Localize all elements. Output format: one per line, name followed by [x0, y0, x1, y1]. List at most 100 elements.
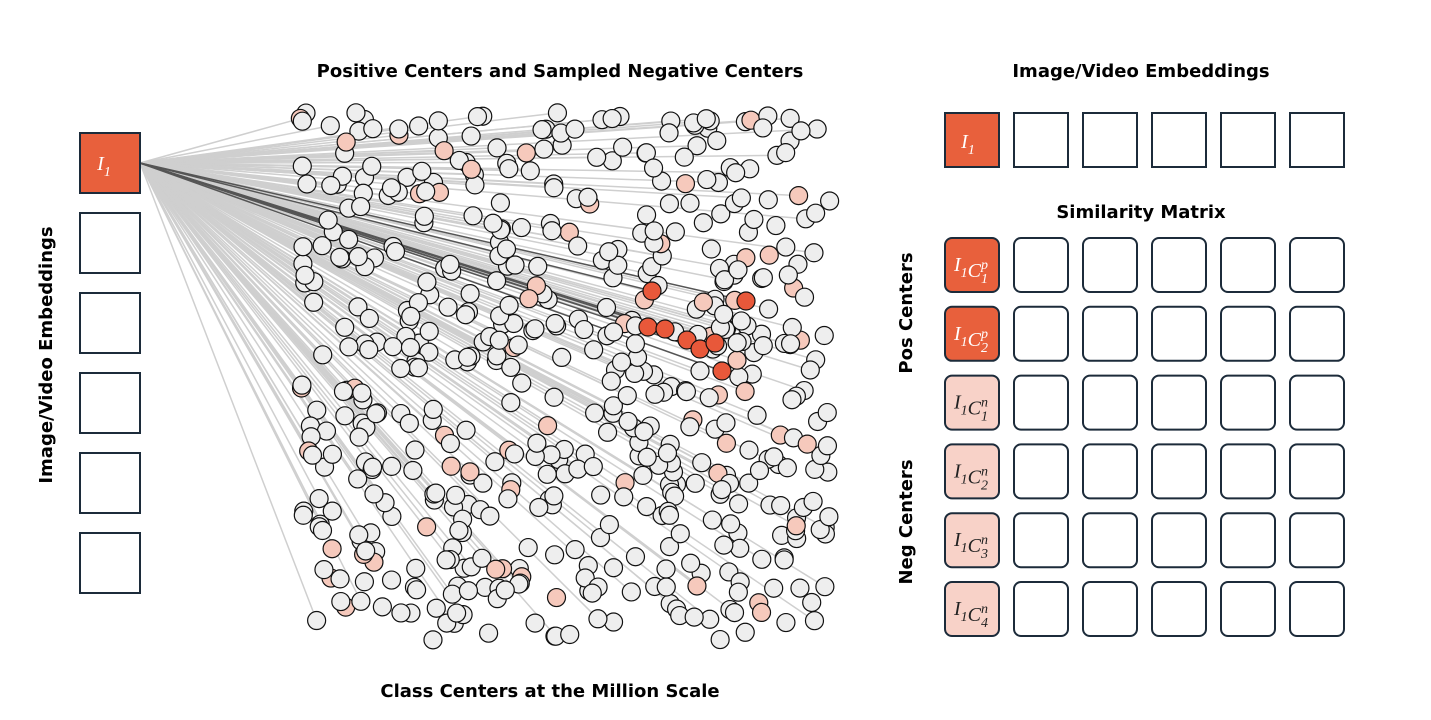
class-center — [804, 611, 825, 631]
negative-center — [687, 576, 707, 596]
class-center — [408, 358, 429, 378]
negative-center — [537, 416, 558, 436]
class-center — [349, 525, 369, 545]
subscript: 1 — [981, 410, 988, 425]
class-center — [578, 187, 598, 207]
connection — [139, 162, 367, 552]
connection — [139, 162, 628, 397]
class-center — [728, 582, 748, 602]
class-center — [585, 403, 605, 423]
class-center — [461, 126, 481, 146]
matrix-cell — [1220, 581, 1276, 637]
class-center — [331, 591, 351, 612]
class-center — [814, 325, 834, 346]
class-center — [597, 422, 618, 442]
class-center — [778, 265, 798, 285]
embedding-box — [79, 452, 141, 514]
superscript: n — [981, 602, 988, 617]
class-center — [749, 460, 770, 481]
connection — [139, 162, 451, 561]
class-center — [292, 111, 312, 131]
class-center — [739, 440, 759, 460]
class-center — [495, 580, 515, 600]
cell-label: I1Cn 3 — [953, 529, 988, 562]
class-center — [780, 108, 800, 128]
matrix-label-cell — [944, 443, 1000, 500]
class-center — [565, 119, 585, 139]
class-center — [499, 159, 519, 179]
embedding-box — [79, 212, 141, 274]
class-center — [602, 108, 622, 129]
class-center — [339, 337, 359, 357]
connection — [139, 162, 739, 271]
class-center — [359, 308, 379, 329]
class-center — [401, 306, 421, 326]
class-center — [409, 116, 429, 136]
matrix-cell — [1151, 374, 1207, 431]
class-center — [744, 209, 764, 230]
class-center — [382, 456, 402, 476]
matrix-cell — [1289, 237, 1345, 293]
class-center — [501, 393, 521, 413]
symbol: I — [96, 153, 105, 175]
class-center — [489, 330, 509, 350]
class-center — [794, 287, 815, 307]
scatter-caption: Class Centers at the Million Scale — [380, 681, 719, 702]
row-group-label: Pos Centers — [896, 252, 917, 373]
class-center — [529, 497, 549, 518]
class-center — [498, 489, 518, 509]
positive-center — [642, 281, 662, 301]
matrix-cell — [1151, 305, 1207, 362]
negative-center — [735, 381, 755, 402]
class-center — [728, 494, 749, 514]
class-center — [817, 436, 838, 456]
class-center — [618, 411, 638, 432]
class-center — [446, 485, 466, 505]
class-center — [780, 334, 801, 354]
class-center — [582, 583, 602, 603]
matrix-cell — [1220, 305, 1276, 362]
subscript: 1 — [961, 404, 968, 419]
class-center — [438, 297, 458, 317]
row-group-label: Neg Centers — [896, 459, 917, 584]
class-center — [739, 473, 759, 493]
matrix-cell — [1082, 443, 1138, 500]
class-center — [701, 239, 721, 259]
class-center — [726, 163, 746, 183]
negative-center — [322, 539, 342, 559]
matrix-cell — [1082, 237, 1138, 293]
embedding-box — [79, 372, 141, 434]
class-center — [485, 452, 505, 472]
class-center — [400, 337, 421, 358]
symbol: I — [953, 460, 962, 482]
embedding-box — [1220, 112, 1276, 168]
class-center — [587, 147, 607, 167]
class-center — [440, 254, 460, 274]
class-center — [527, 433, 547, 453]
negative-center — [516, 143, 536, 163]
class-center — [637, 496, 657, 517]
class-center — [302, 445, 323, 465]
class-center — [467, 107, 488, 127]
class-center — [702, 510, 722, 530]
class-center — [680, 193, 700, 213]
class-center — [771, 495, 791, 516]
symbol: I — [953, 254, 962, 276]
connection — [139, 162, 797, 527]
negative-center — [519, 289, 539, 309]
class-center — [505, 255, 525, 275]
superscript: p — [980, 258, 988, 273]
class-center — [406, 558, 426, 578]
class-center — [806, 203, 826, 223]
positive-connection — [139, 162, 723, 372]
connection — [139, 117, 301, 164]
class-center — [807, 119, 827, 139]
class-center — [447, 603, 467, 623]
class-center — [730, 538, 750, 558]
connection — [139, 124, 331, 164]
class-center — [417, 272, 437, 292]
class-center — [776, 237, 796, 257]
class-center — [419, 342, 439, 362]
embedding-box — [79, 532, 141, 594]
negative-center — [675, 174, 696, 194]
